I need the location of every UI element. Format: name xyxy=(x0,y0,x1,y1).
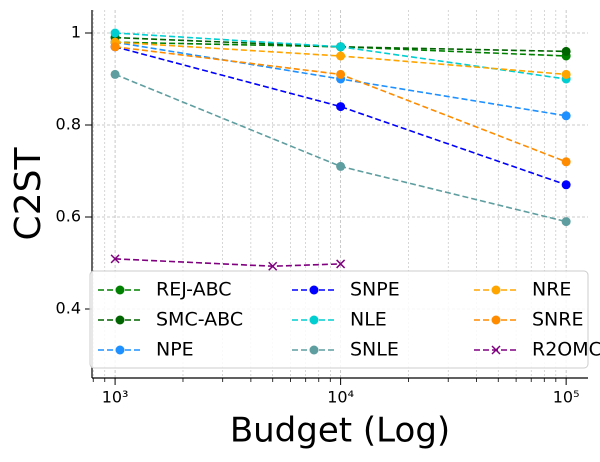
data-point xyxy=(110,69,120,79)
data-point xyxy=(336,259,346,269)
legend-marker xyxy=(309,345,319,355)
legend-marker xyxy=(491,285,501,295)
x-tick-label: 10⁵ xyxy=(553,388,580,407)
data-point xyxy=(336,51,346,61)
legend-label: SNPE xyxy=(350,279,400,301)
legend-label: SMC-ABC xyxy=(156,309,243,331)
y-tick-label: 1 xyxy=(71,23,81,42)
data-point xyxy=(336,161,346,171)
legend-marker xyxy=(309,285,319,295)
y-tick-label: 0.4 xyxy=(56,299,81,318)
y-tick-label: 0.8 xyxy=(56,115,81,134)
y-axis-label: C2ST xyxy=(8,147,49,241)
data-point xyxy=(561,157,571,167)
data-point xyxy=(336,69,346,79)
series-line xyxy=(114,46,567,186)
legend-label: SNLE xyxy=(350,339,399,361)
data-point xyxy=(110,42,120,52)
legend-marker xyxy=(491,345,501,355)
data-point xyxy=(561,46,571,56)
legend-marker xyxy=(115,315,125,325)
legend-marker xyxy=(309,315,319,325)
legend-label: SNRE xyxy=(532,309,583,331)
data-point xyxy=(110,28,120,38)
legend-label: NRE xyxy=(532,279,571,301)
legend-label: NPE xyxy=(156,339,194,361)
data-point xyxy=(561,111,571,121)
x-tick-label: 10³ xyxy=(102,388,129,407)
y-tick-label: 0.6 xyxy=(56,207,81,226)
data-point xyxy=(268,261,278,271)
legend-label: NLE xyxy=(350,309,387,331)
x-axis-label: Budget (Log) xyxy=(230,411,450,451)
legend-marker xyxy=(491,315,501,325)
data-point xyxy=(561,217,571,227)
legend-label: REJ-ABC xyxy=(156,279,232,301)
data-point xyxy=(336,42,346,52)
data-point xyxy=(336,102,346,112)
legend-label: R2OMC xyxy=(532,339,600,361)
x-tick-label: 10⁴ xyxy=(327,388,354,407)
legend-box xyxy=(89,270,589,369)
legend-marker xyxy=(115,345,125,355)
legend: REJ-ABC SMC-ABC NPE SNPE NLE SNLE NRE SNRE R2OMC xyxy=(89,270,600,369)
data-point xyxy=(561,69,571,79)
data-point xyxy=(110,254,120,264)
data-point xyxy=(561,180,571,190)
legend-marker xyxy=(115,285,125,295)
series-line xyxy=(115,258,341,268)
